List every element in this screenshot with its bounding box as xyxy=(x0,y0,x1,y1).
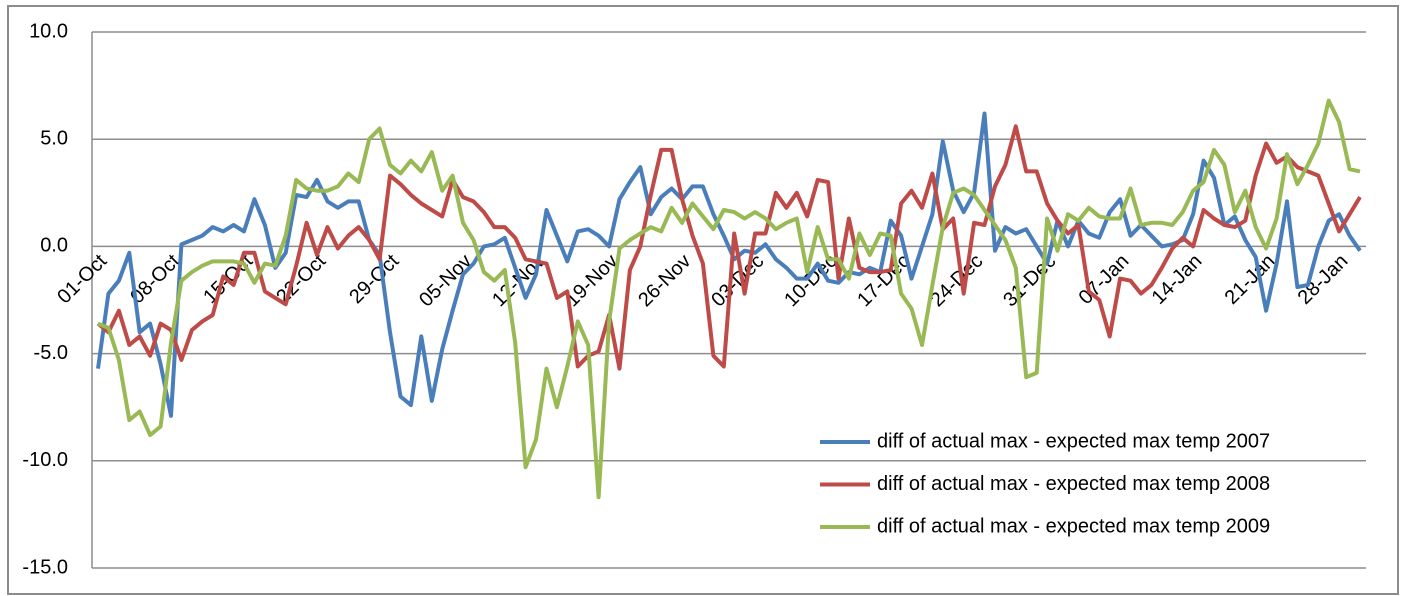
series-line xyxy=(96,124,1362,371)
chart-border xyxy=(7,5,1399,595)
series-line xyxy=(96,111,1362,418)
y-tick-label: -5.0 xyxy=(34,342,68,364)
legend-label: diff of actual max - expected max temp 2… xyxy=(877,430,1270,452)
y-tick-label: -10.0 xyxy=(22,449,68,471)
y-tick-label: 0.0 xyxy=(40,235,68,257)
legend-label: diff of actual max - expected max temp 2… xyxy=(877,515,1270,537)
y-tick-label: -15.0 xyxy=(22,556,68,578)
y-tick-label: 10.0 xyxy=(29,20,68,42)
legend-label: diff of actual max - expected max temp 2… xyxy=(877,473,1270,495)
series-line xyxy=(97,98,1361,500)
y-tick-label: 5.0 xyxy=(40,127,68,149)
